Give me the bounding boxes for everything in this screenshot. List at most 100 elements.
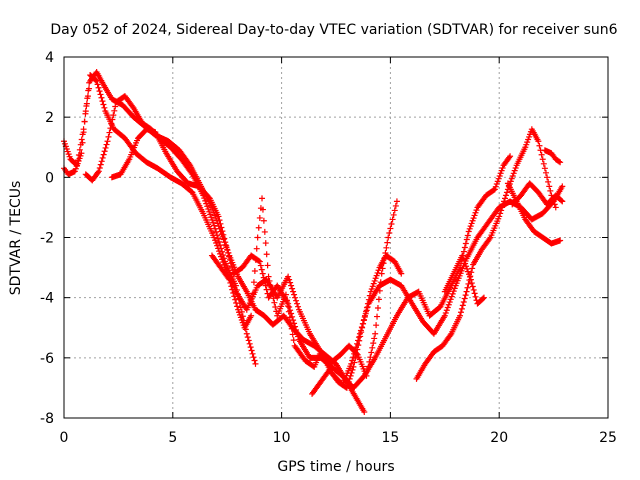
data-point [206, 208, 213, 215]
data-point [398, 270, 405, 277]
data-point [465, 228, 472, 235]
data-point [208, 214, 215, 221]
data-point [457, 312, 464, 319]
data-point [496, 213, 503, 220]
data-point [376, 287, 383, 294]
data-point [247, 344, 254, 351]
data-point [496, 172, 503, 179]
data-point [486, 235, 493, 242]
data-point [235, 295, 242, 302]
data-point [85, 87, 92, 94]
data-point [105, 133, 112, 140]
data-point [92, 77, 99, 84]
data-point [289, 285, 296, 292]
data-point [102, 144, 109, 151]
data-point [209, 216, 216, 223]
data-point [465, 271, 472, 278]
data-point [80, 126, 87, 133]
data-point [224, 246, 231, 253]
data-point [467, 276, 474, 283]
data-point [463, 263, 470, 270]
data-point [512, 164, 519, 171]
data-point [96, 164, 103, 171]
data-point [369, 344, 376, 351]
data-point [509, 172, 516, 179]
data-point [349, 366, 356, 373]
data-point [188, 169, 195, 176]
axis-ticks: 0 5 10 15 20 25 -8 -6 -4 -2 0 2 4 [40, 50, 617, 446]
data-point [348, 369, 355, 376]
data-point [260, 217, 267, 224]
data-point [360, 320, 367, 327]
x-tick-label: 5 [168, 430, 177, 446]
data-point [458, 305, 465, 312]
y-axis-label: SDTVAR / TECUs [8, 181, 24, 296]
data-point [110, 112, 117, 119]
y-tick-label: -6 [40, 351, 54, 367]
data-point [218, 224, 225, 231]
data-point [385, 234, 392, 241]
data-point [536, 142, 543, 149]
x-tick-label: 0 [60, 430, 69, 446]
data-point [284, 303, 291, 310]
data-point [265, 273, 272, 280]
data-point [446, 299, 453, 306]
data-point [370, 280, 377, 287]
data-point [258, 266, 265, 273]
data-point [441, 312, 448, 319]
data-point [494, 178, 501, 185]
data-point [293, 326, 300, 333]
data-point [465, 280, 472, 287]
data-point [78, 136, 85, 143]
data-point [294, 300, 301, 307]
data-point [205, 194, 212, 201]
data-points [61, 69, 566, 415]
data-point [218, 245, 225, 252]
data-point [347, 372, 354, 379]
data-point [351, 359, 358, 366]
data-point [94, 81, 101, 88]
data-point [76, 146, 83, 153]
data-point [362, 312, 369, 319]
data-point [207, 211, 214, 218]
data-point [352, 355, 359, 362]
data-point [375, 267, 382, 274]
data-point [377, 279, 384, 286]
data-point [471, 290, 478, 297]
data-point [558, 197, 565, 204]
data-point [227, 260, 234, 267]
data-point [461, 295, 468, 302]
data-point [362, 308, 369, 315]
data-point [460, 255, 467, 262]
data-point [220, 252, 227, 259]
data-point [264, 262, 271, 269]
data-point [464, 265, 471, 272]
data-point [497, 170, 504, 177]
data-point [266, 277, 273, 284]
data-point [473, 207, 480, 214]
data-point [250, 290, 257, 297]
data-point [343, 384, 350, 391]
data-point [374, 269, 381, 276]
data-point [366, 358, 373, 365]
data-point [228, 263, 235, 270]
data-point [470, 215, 477, 222]
data-point [457, 309, 464, 316]
data-point [101, 148, 108, 155]
data-point [465, 268, 472, 275]
data-point [499, 164, 506, 171]
data-point [498, 207, 505, 214]
data-point [384, 239, 391, 246]
data-point [491, 186, 498, 193]
data-point [370, 340, 377, 347]
data-point [232, 296, 239, 303]
data-point [254, 234, 261, 241]
data-point [295, 333, 302, 340]
y-tick-label: 2 [45, 110, 54, 126]
data-point [220, 231, 227, 238]
data-point [451, 285, 458, 292]
data-point [387, 225, 394, 232]
data-point [290, 288, 297, 295]
data-point [225, 275, 232, 282]
data-point [112, 103, 119, 110]
